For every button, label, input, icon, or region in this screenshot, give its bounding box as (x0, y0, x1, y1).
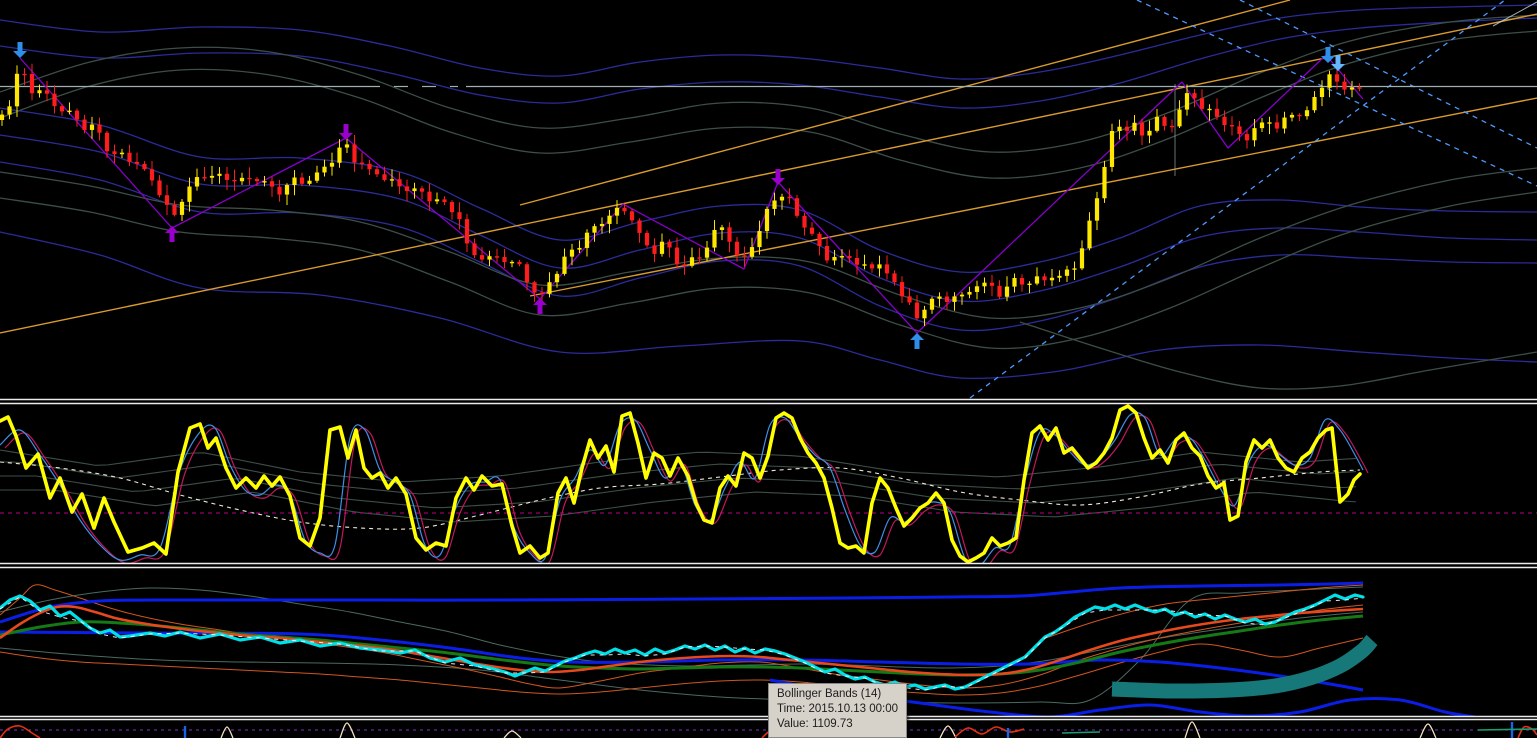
tooltip-value: Value: 1109.73 (777, 718, 853, 731)
sell-signal-arrow-icon (1321, 47, 1335, 63)
buy-signal-arrow-icon (533, 298, 547, 314)
tooltip-time: Time: 2015.10.13 00:00 (777, 703, 899, 716)
signal-arrows (13, 42, 1345, 349)
indicator-tooltip: Bollinger Bands (14) Time: 2015.10.13 00… (768, 683, 908, 738)
horizontal-level-line (0, 1, 1537, 176)
trend-panel (0, 581, 1476, 716)
tooltip-indicator-name: Bollinger Bands (14) (777, 688, 882, 700)
buy-signal-arrow-icon (165, 226, 179, 242)
sell-signal-arrow-icon (13, 42, 27, 58)
orange-trendline (0, 13, 1537, 334)
dashed-trendline (969, 0, 1506, 399)
oscillator-panel (0, 404, 1537, 563)
orange-trendline (529, 97, 1537, 297)
orange-trendline (519, 0, 1291, 206)
sell-signal-arrow-icon (1331, 55, 1345, 71)
zigzag-line (19, 54, 1364, 334)
sell-signal-arrow-icon (771, 169, 785, 185)
buy-signal-arrow-icon (910, 333, 924, 349)
candles (0, 63, 1362, 326)
bottom-panel (0, 721, 1537, 738)
price-panel (0, 4, 1537, 390)
trendlines (0, 0, 1537, 399)
sell-signal-arrow-icon (339, 124, 353, 140)
dashed-trendline (1136, 0, 1537, 187)
